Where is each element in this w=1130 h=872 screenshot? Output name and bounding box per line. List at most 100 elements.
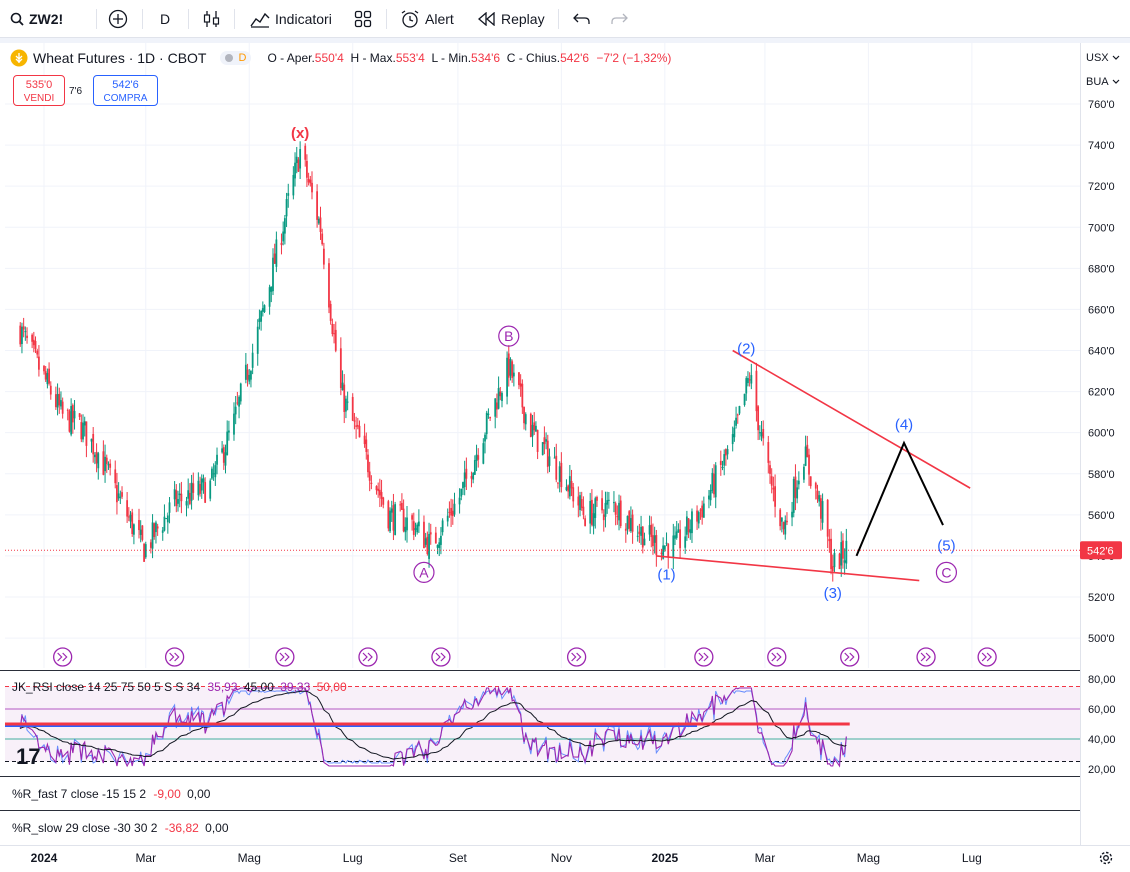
symbol-legend: Wheat Futures · 1D · CBOT D O - Aper.550… (10, 48, 671, 68)
redo-button[interactable] (610, 8, 628, 30)
alarm-clock-icon (401, 10, 419, 28)
candle-body (227, 430, 230, 433)
wave-label: (2) (737, 340, 755, 357)
candle-body (719, 460, 722, 465)
rsi-line (19, 685, 847, 768)
wr-slow-legend[interactable]: %R_slow 29 close -30 30 2 -36,82 0,00 (12, 821, 229, 835)
candle-body (648, 525, 651, 535)
sell-button[interactable]: 535'0 VENDI (13, 75, 65, 106)
candle-body (747, 378, 749, 384)
candle-body (368, 471, 371, 481)
undo-icon (573, 13, 590, 24)
candle-body (473, 460, 476, 475)
candle-body (406, 517, 408, 531)
wheat-logo-icon (10, 49, 28, 67)
candle-body (786, 520, 788, 523)
candle-body (153, 523, 156, 537)
candle-body (770, 476, 773, 486)
high-value: 553'4 (395, 51, 425, 65)
candle-body (387, 501, 390, 529)
candle-body (345, 398, 347, 412)
unit-select[interactable]: BUA (1082, 72, 1122, 92)
candle-body (429, 532, 432, 535)
candle-body (282, 231, 285, 242)
undo-button[interactable] (573, 8, 591, 30)
candle-body (375, 486, 378, 491)
delayed-badge[interactable]: D (220, 51, 252, 65)
candle-body (222, 447, 225, 463)
candle-body (226, 431, 229, 455)
candle-body (82, 422, 84, 440)
candle-body (662, 545, 665, 559)
candle-body (48, 368, 50, 384)
candle-body (377, 488, 380, 492)
candle-body (779, 509, 782, 527)
candle-body (19, 325, 22, 345)
candle-body (509, 359, 512, 376)
event-marker-arrow (576, 652, 582, 662)
candle-body (652, 535, 654, 547)
candle-body (56, 394, 59, 408)
candle-body (66, 409, 69, 411)
chart-type-button[interactable] (203, 8, 221, 30)
candle-body (24, 331, 27, 333)
replay-button[interactable]: Replay (478, 8, 545, 30)
candle-body (80, 422, 83, 440)
candle-body (845, 540, 848, 564)
symbol-search-button[interactable]: ZW2! (10, 8, 63, 30)
candle-body (258, 318, 261, 323)
candle-body (553, 457, 556, 459)
wr-fast-legend[interactable]: %R_fast 7 close -15 15 2 -9,00 0,00 (12, 787, 210, 801)
candle-body (234, 406, 237, 415)
alert-button[interactable]: Alert (400, 8, 454, 30)
layouts-button[interactable] (354, 8, 372, 30)
candle-body (453, 503, 456, 515)
settings-gear-icon[interactable] (1097, 849, 1115, 867)
candle-body (546, 440, 549, 467)
candle-body (557, 482, 559, 484)
candle-body (821, 501, 824, 523)
candle-body (97, 453, 100, 469)
candle-body (714, 465, 717, 498)
candle-body (214, 465, 217, 478)
candle-body (628, 511, 631, 529)
candle-body (679, 529, 681, 549)
candle-body (494, 398, 497, 417)
candle-body (114, 469, 117, 484)
candle-body (353, 420, 356, 422)
candle-body (487, 413, 490, 416)
candle-body (434, 532, 437, 544)
wave-label-circle (498, 325, 520, 347)
candle-body (570, 480, 573, 489)
candle-body (840, 542, 843, 566)
currency-select[interactable]: USX (1082, 48, 1122, 68)
candle-body (650, 524, 653, 538)
candle-body (68, 411, 71, 432)
buy-button[interactable]: 542'6 COMPRA (93, 75, 158, 106)
candle-body (441, 520, 444, 533)
interval-button[interactable]: D (160, 8, 170, 30)
indicators-button[interactable]: Indicatori (250, 8, 332, 30)
candle-body (496, 402, 498, 410)
candle-body (618, 502, 620, 521)
candle-body (317, 218, 320, 224)
event-marker (694, 647, 714, 667)
candle-body (221, 448, 224, 453)
tradingview-logo: 17 (16, 744, 40, 769)
candle-body (168, 502, 171, 513)
event-marker (431, 647, 451, 667)
candle-body (71, 405, 74, 423)
search-icon (10, 12, 24, 26)
candle-body (463, 472, 466, 488)
candle-body (708, 495, 710, 500)
top-toolbar: ZW2! D Indicatori Alert Replay (0, 0, 1130, 38)
legend-title: Wheat Futures · 1D · CBOT (33, 50, 207, 66)
event-marker (977, 647, 997, 667)
price-tick-label: 560'0 (1088, 510, 1115, 522)
candle-body (382, 497, 385, 505)
rsi-legend[interactable]: JK_RSI close 14 25 75 50 5 S S 34 35,93 … (12, 680, 347, 694)
sell-price: 535'0 (25, 79, 53, 91)
compare-button[interactable] (108, 8, 128, 30)
candle-body (309, 179, 312, 184)
